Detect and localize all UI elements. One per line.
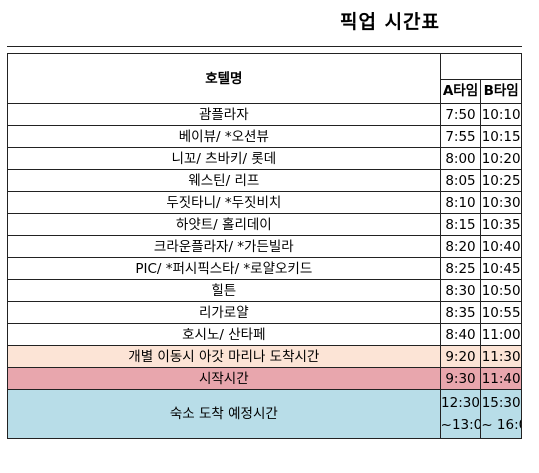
a-time: 8:30	[439, 279, 482, 302]
table-header-row: 호텔명	[7, 53, 523, 104]
hotel-arrival-b-time: 15:30 ~ 16:00	[480, 389, 522, 439]
b-time: 10:35	[480, 213, 522, 236]
individual-arrival-b-time: 11:30	[480, 345, 522, 368]
hotel-arrival-row: 숙소 도착 예정시간 12:30 ~13:00 15:30 ~ 16:00	[7, 389, 522, 439]
header-blank-cell	[439, 53, 523, 80]
a-time: 8:10	[439, 191, 482, 214]
table-row: 하얏트/ 홀리데이 8:15 10:35	[7, 213, 522, 236]
table-row: 두짓타니/ *두짓비치 8:10 10:30	[7, 191, 522, 214]
a-time-header: A타임	[439, 78, 482, 104]
hotel-name: 니꼬/ 츠바키/ 롯데	[7, 147, 441, 170]
a-time: 8:05	[439, 169, 482, 192]
table-row: 웨스틴/ 리프 8:05 10:25	[7, 169, 522, 192]
hotel-name: 웨스틴/ 리프	[7, 169, 441, 192]
table-row: 리가로얄 8:35 10:55	[7, 301, 522, 324]
individual-arrival-row: 개별 이동시 아갓 마리나 도착시간 9:20 11:30	[7, 345, 522, 368]
hotel-name: 괌플라자	[7, 103, 441, 126]
hotel-name: 베이뷰/ *오션뷰	[7, 125, 441, 148]
spacer-cell	[7, 46, 441, 54]
a-time: 7:50	[439, 103, 482, 126]
b-time: 10:25	[480, 169, 522, 192]
arrival-b-start: 15:30	[481, 395, 521, 411]
a-time: 8:00	[439, 147, 482, 170]
hotel-name: 크라운플라자/ *가든빌라	[7, 235, 441, 258]
hotel-name: 호시노/ 산타페	[7, 323, 441, 346]
hotel-name: 리가로얄	[7, 301, 441, 324]
individual-arrival-a-time: 9:20	[439, 345, 482, 368]
a-time: 7:55	[439, 125, 482, 148]
individual-arrival-label: 개별 이동시 아갓 마리나 도착시간	[7, 345, 441, 368]
table-row: 괌플라자 7:50 10:10	[7, 103, 522, 126]
hotel-arrival-a-time: 12:30 ~13:00	[439, 389, 482, 439]
start-a-time: 9:30	[439, 367, 482, 390]
start-time-label: 시작시간	[7, 367, 441, 390]
b-time: 10:50	[480, 279, 522, 302]
hotel-name: 두짓타니/ *두짓비치	[7, 191, 441, 214]
arrival-b-end: ~ 16:00	[481, 417, 521, 433]
b-time: 10:15	[480, 125, 522, 148]
b-time: 10:30	[480, 191, 522, 214]
table-row: 힐튼 8:30 10:50	[7, 279, 522, 302]
table-row: 니꼬/ 츠바키/ 롯데 8:00 10:20	[7, 147, 522, 170]
a-time: 8:20	[439, 235, 482, 258]
hotel-name-header: 호텔명	[7, 53, 441, 104]
arrival-a-start: 12:30	[441, 395, 480, 411]
table-top-spacer	[7, 46, 522, 54]
table-row: 호시노/ 산타페 8:40 11:00	[7, 323, 522, 346]
hotel-name: PIC/ *퍼시픽스타/ *로얄오키드	[7, 257, 441, 280]
a-time: 8:15	[439, 213, 482, 236]
table-subheader-row: A타임 B타임	[8, 78, 522, 104]
table-row: 베이뷰/ *오션뷰 7:55 10:15	[7, 125, 522, 148]
hotel-arrival-label: 숙소 도착 예정시간	[7, 389, 441, 439]
start-time-row: 시작시간 9:30 11:40	[7, 367, 522, 390]
a-time: 8:25	[439, 257, 482, 280]
b-time: 10:45	[480, 257, 522, 280]
b-time: 10:20	[480, 147, 522, 170]
hotel-name: 하얏트/ 홀리데이	[7, 213, 441, 236]
hotel-name: 힐튼	[7, 279, 441, 302]
spacer-cell	[439, 46, 522, 54]
b-time: 10:40	[480, 235, 522, 258]
b-time-header: B타임	[480, 78, 522, 104]
b-time: 10:10	[480, 103, 522, 126]
arrival-a-end: ~13:00	[440, 417, 480, 433]
start-b-time: 11:40	[480, 367, 522, 390]
b-time: 10:55	[480, 301, 522, 324]
table-row: 크라운플라자/ *가든빌라 8:20 10:40	[7, 235, 522, 258]
a-time: 8:35	[439, 301, 482, 324]
table-row: PIC/ *퍼시픽스타/ *로얄오키드 8:25 10:45	[7, 257, 522, 280]
b-time: 11:00	[480, 323, 522, 346]
page-title: 픽업 시간표	[340, 11, 441, 33]
a-time: 8:40	[439, 323, 482, 346]
pickup-schedule-table: 호텔명 A타임 B타임 괌플라자 7:50 10:10 베이뷰/ *오션뷰 7:…	[7, 46, 523, 439]
